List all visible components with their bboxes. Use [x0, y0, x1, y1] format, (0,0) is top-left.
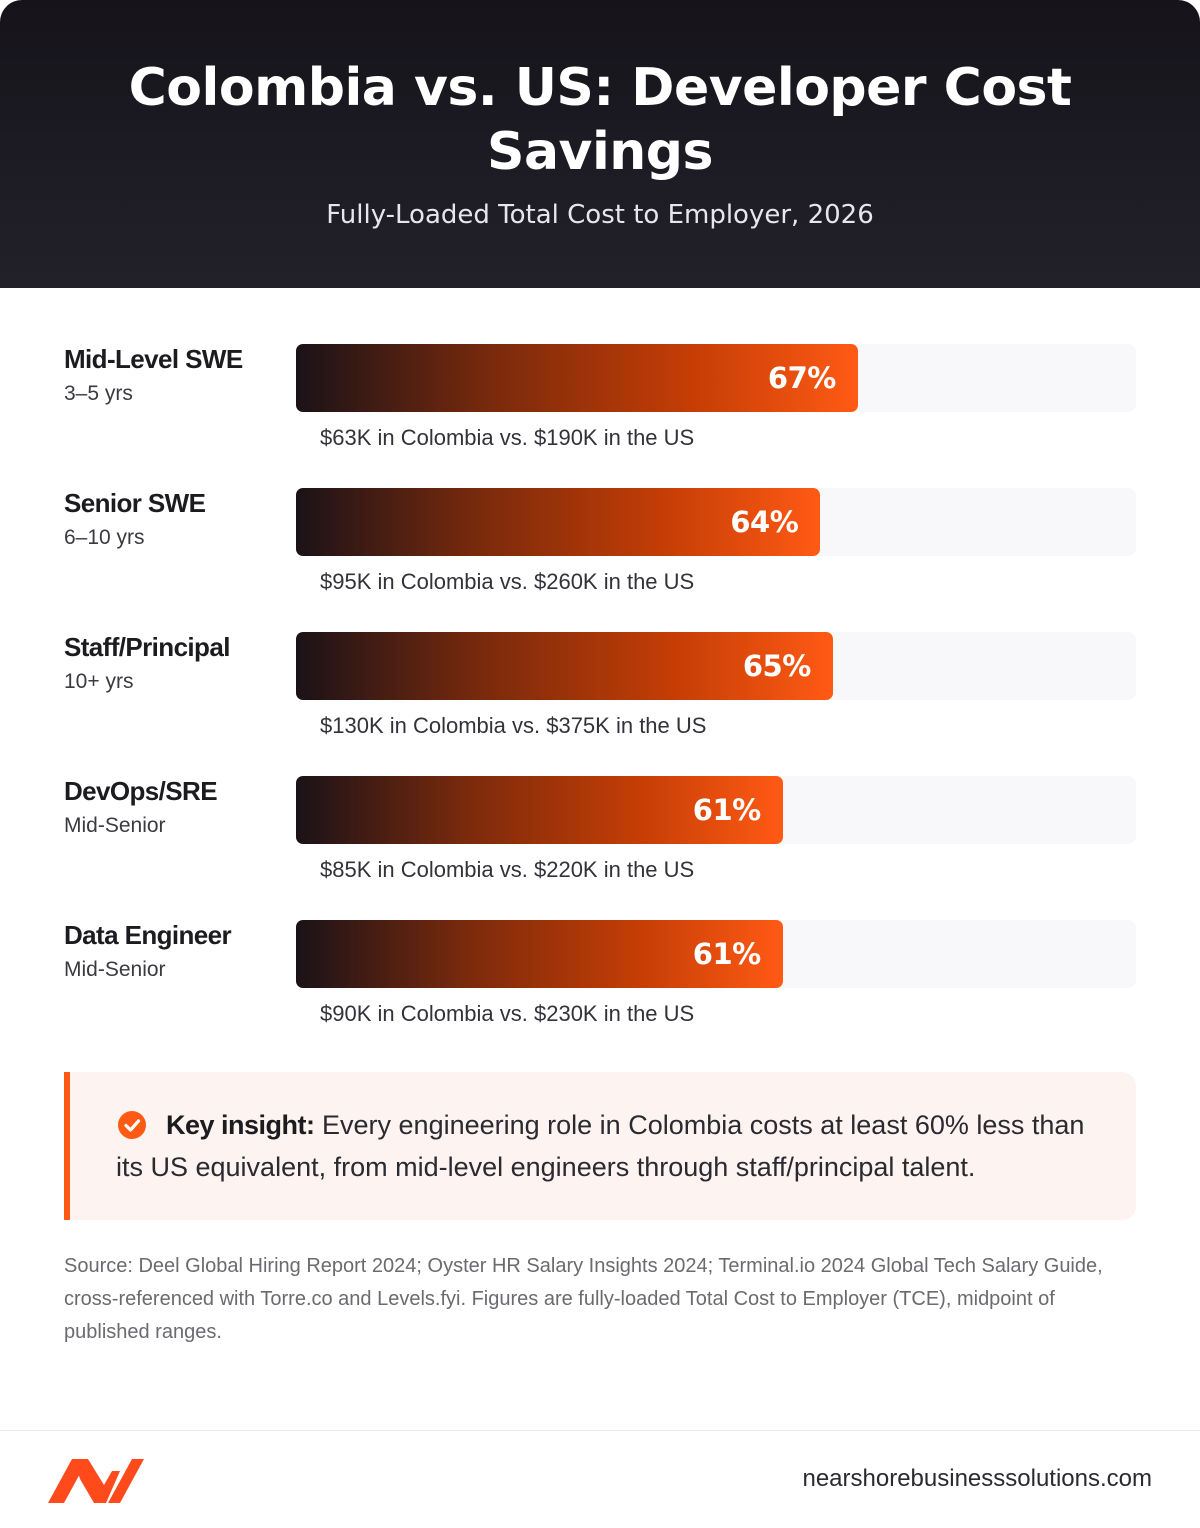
cost-comparison: $130K in Colombia vs. $375K in the US	[320, 713, 707, 738]
role-name: Staff/Principal	[64, 632, 230, 662]
role-experience: Mid-Senior	[64, 814, 166, 837]
insight-text: Key insight: Every engineering role in C…	[116, 1104, 1116, 1188]
bar-value-label: 67%	[767, 361, 836, 395]
role-experience: 3–5 yrs	[64, 382, 133, 405]
key-insight-callout: Key insight: Every engineering role in C…	[64, 1072, 1136, 1220]
role-name: DevOps/SRE	[64, 776, 218, 806]
bar-track: 67%	[296, 344, 1136, 412]
role-name: Data Engineer	[64, 920, 232, 950]
bar-value-label: 61%	[692, 793, 761, 827]
cost-comparison: $90K in Colombia vs. $230K in the US	[320, 1001, 695, 1026]
page-subtitle: Fully-Loaded Total Cost to Employer, 202…	[326, 200, 874, 230]
role-name: Mid-Level SWE	[64, 344, 243, 374]
role-experience: 6–10 yrs	[64, 526, 145, 549]
bar-row: Data Engineer Mid-Senior 61% $90K in Colomb…	[0, 864, 1200, 1026]
bar-row: Mid-Level SWE 3–5 yrs 67% $63K in Colombia …	[0, 288, 1200, 450]
savings-bar: 64%	[296, 488, 821, 556]
insight-lead: Key insight:	[166, 1110, 315, 1140]
bar-row: Senior SWE 6–10 yrs 64% $95K in Colombia vs…	[0, 432, 1200, 594]
bar-value-label: 65%	[742, 649, 811, 683]
bar-row: Staff/Principal 10+ yrs 65% $130K in Colomb…	[0, 576, 1200, 738]
role-experience: 10+ yrs	[64, 670, 134, 693]
bar-track: 64%	[296, 488, 1136, 556]
cost-comparison: $95K in Colombia vs. $260K in the US	[320, 569, 695, 594]
savings-bar: 67%	[296, 344, 858, 412]
page-title: Colombia vs. US: Developer Cost Savings	[128, 58, 1072, 182]
header-banner: Colombia vs. US: Developer Cost Savings …	[0, 0, 1200, 288]
bar-value-label: 64%	[730, 505, 799, 539]
bar-track: 65%	[296, 632, 1136, 700]
bar-track: 61%	[296, 776, 1136, 844]
role-experience: Mid-Senior	[64, 958, 166, 981]
savings-bar: 61%	[296, 776, 783, 844]
role-name: Senior SWE	[64, 488, 206, 518]
insight-body: Every engineering role in Colombia costs…	[116, 1110, 1085, 1182]
bar-row: DevOps/SRE Mid-Senior 61% $85K in Colombia …	[0, 720, 1200, 882]
check-circle-icon	[118, 1111, 146, 1139]
cost-comparison: $85K in Colombia vs. $220K in the US	[320, 857, 695, 882]
bar-track: 61%	[296, 920, 1136, 988]
savings-bar: 61%	[296, 920, 783, 988]
source-note: Source: Deel Global Hiring Report 2024; …	[64, 1255, 1103, 1343]
footer: nearshorebusinesssolutions.com	[0, 1430, 1200, 1528]
cost-comparison: $63K in Colombia vs. $190K in the US	[320, 425, 695, 450]
savings-bar: 65%	[296, 632, 833, 700]
brand-logo-icon	[48, 1459, 144, 1503]
bar-value-label: 61%	[692, 937, 761, 971]
website-link[interactable]: nearshorebusinesssolutions.com	[802, 1465, 1152, 1492]
